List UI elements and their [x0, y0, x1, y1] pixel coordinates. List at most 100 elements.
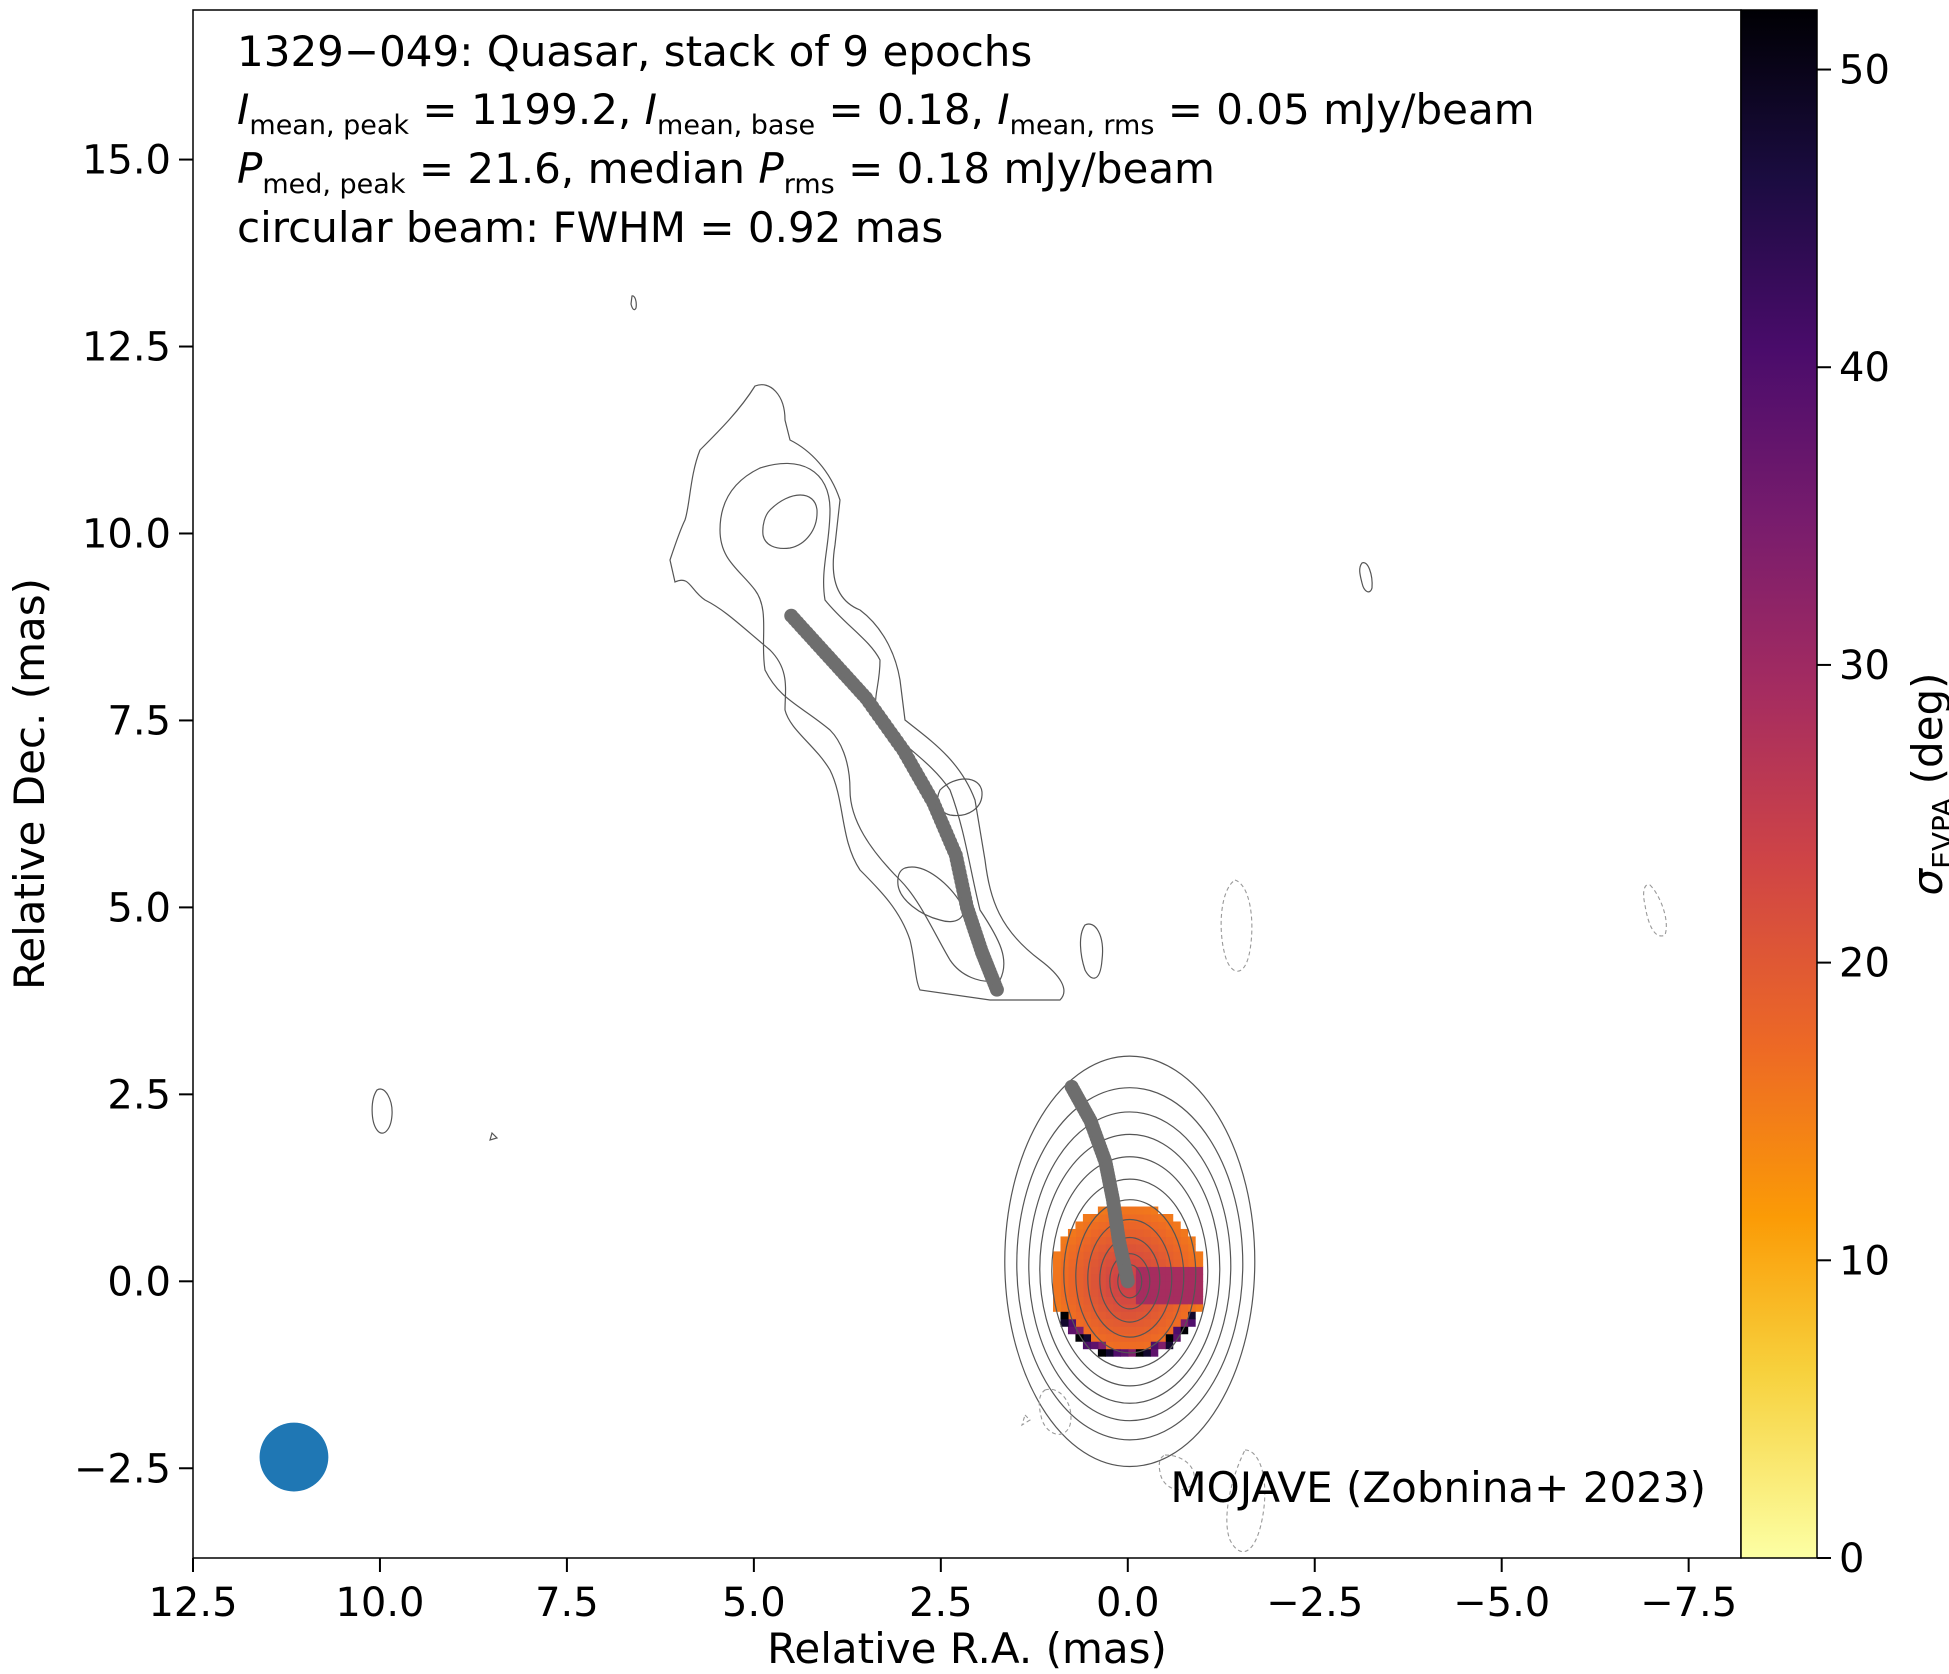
sigma-pixel [1053, 1281, 1062, 1290]
sigma-pixel [1112, 1311, 1121, 1320]
core-contour-7 [1075, 1199, 1185, 1354]
sigma-pixel [1157, 1221, 1166, 1230]
sigma-pixel [1120, 1206, 1129, 1215]
sigma-pixel [1127, 1228, 1136, 1238]
sigma-pixel [1097, 1281, 1106, 1290]
sigma-pixel [1142, 1228, 1151, 1238]
title-line-4: circular beam: FWHM = 0.92 mas [237, 203, 943, 252]
sigma-pixel [1053, 1303, 1062, 1312]
title-line-2: Imean, peak = 1199.2, Imean, base = 0.18… [237, 85, 1535, 141]
sigma-pixel [1097, 1303, 1106, 1312]
sigma-pixel [1165, 1228, 1174, 1238]
sigma-pixel [1105, 1288, 1114, 1297]
sigma-pixel [1195, 1273, 1204, 1282]
y-tick-label: 2.5 [107, 1072, 171, 1118]
sigma-pixel [1075, 1288, 1084, 1297]
core-contour-9 [1099, 1236, 1161, 1323]
sigma-pixel [1157, 1326, 1166, 1335]
y-tick-label: 12.5 [82, 325, 171, 371]
sigma-pixel [1142, 1341, 1151, 1350]
sigma-pixel [1165, 1318, 1174, 1327]
sigma-pixel [1082, 1221, 1091, 1230]
sigma-pixel [1172, 1251, 1181, 1260]
neg-contour-6 [1021, 1413, 1031, 1427]
sigma-pixel [1142, 1273, 1151, 1282]
sigma-pixel [1142, 1288, 1151, 1297]
sigma-pixel [1135, 1206, 1144, 1215]
sigma-pixel [1127, 1251, 1136, 1260]
sigma-pixel [1150, 1221, 1159, 1230]
colorbar-tick-label: 40 [1839, 345, 1890, 391]
sigma-pixel [1082, 1273, 1091, 1282]
sigma-pixel [1150, 1303, 1159, 1312]
sigma-pixel [1187, 1296, 1196, 1305]
sigma-pixel [1150, 1258, 1159, 1267]
sigma-pixel [1150, 1266, 1159, 1275]
sigma-pixel [1075, 1281, 1084, 1290]
sigma-pixel [1097, 1326, 1106, 1335]
sigma-pixel [1135, 1243, 1144, 1252]
sigma-pixel [1135, 1311, 1144, 1320]
colorbar-tick-label: 20 [1839, 941, 1890, 987]
sigma-pixel [1135, 1236, 1144, 1245]
sigma-pixel [1097, 1296, 1106, 1305]
sigma-pixel [1075, 1296, 1084, 1305]
sigma-pixel [1157, 1288, 1166, 1297]
sigma-pixel [1067, 1318, 1077, 1327]
sigma-pixel [1142, 1251, 1151, 1260]
sigma-pixel [1157, 1258, 1166, 1267]
sigma-pixel [1075, 1221, 1084, 1230]
sigma-pixel [1165, 1258, 1174, 1267]
sigma-pixel [1127, 1318, 1136, 1327]
colorbar-tick-label: 0 [1839, 1536, 1864, 1582]
sigma-pixel [1172, 1318, 1181, 1327]
y-tick-label: 10.0 [82, 511, 171, 557]
sigma-pixel [1105, 1348, 1114, 1357]
sigma-pixel [1157, 1273, 1166, 1282]
sigma-pixel [1127, 1333, 1136, 1342]
sigma-pixel [1112, 1266, 1121, 1275]
sigma-pixel [1165, 1311, 1174, 1320]
sigma-pixel [1105, 1341, 1114, 1350]
sigma-pixel [1090, 1221, 1099, 1230]
sigma-pixel [1082, 1326, 1091, 1335]
sigma-pixel [1135, 1281, 1144, 1290]
sigma-pixel [1142, 1266, 1151, 1275]
sigma-pixel [1067, 1303, 1077, 1312]
sigma-pixel [1060, 1318, 1069, 1327]
colorbar-tick-label: 30 [1839, 643, 1890, 689]
sigma-pixel [1060, 1236, 1069, 1245]
sigma-pixel [1187, 1318, 1196, 1327]
sigma-pixel [1097, 1288, 1106, 1297]
sigma-pixel [1105, 1228, 1114, 1238]
sigma-pixel [1120, 1214, 1129, 1223]
sigma-pixel [1187, 1243, 1196, 1252]
sigma-pixel [1135, 1326, 1144, 1335]
sigma-pixel [1195, 1296, 1204, 1305]
sigma-pixel [1090, 1236, 1099, 1245]
colorbar [1740, 9, 1818, 1559]
sigma-pixel [1150, 1236, 1159, 1245]
sigma-pixel [1157, 1251, 1166, 1260]
x-axis-label: Relative R.A. (mas) [767, 1624, 1167, 1673]
sigma-pixel [1150, 1281, 1159, 1290]
sigma-pixel [1135, 1303, 1144, 1312]
sigma-pixel [1067, 1273, 1077, 1282]
sigma-pixel [1195, 1288, 1204, 1297]
sigma-pixel [1067, 1311, 1077, 1320]
sigma-pixel [1053, 1288, 1062, 1297]
sigma-pixel [1135, 1258, 1144, 1267]
sigma-pixel [1060, 1273, 1069, 1282]
sigma-pixel [1180, 1288, 1189, 1297]
sigma-pixel [1105, 1258, 1114, 1267]
sigma-pixel [1090, 1326, 1099, 1335]
beam-ellipse [259, 1422, 329, 1492]
sigma-pixel [1082, 1281, 1091, 1290]
core-contour-1 [1004, 1055, 1256, 1468]
sigma-pixel [1097, 1214, 1106, 1223]
sigma-pixel [1053, 1273, 1062, 1282]
sigma-pixel [1157, 1341, 1166, 1350]
sigma-pixel [1090, 1258, 1099, 1267]
x-tick-label: 12.5 [148, 1580, 237, 1626]
